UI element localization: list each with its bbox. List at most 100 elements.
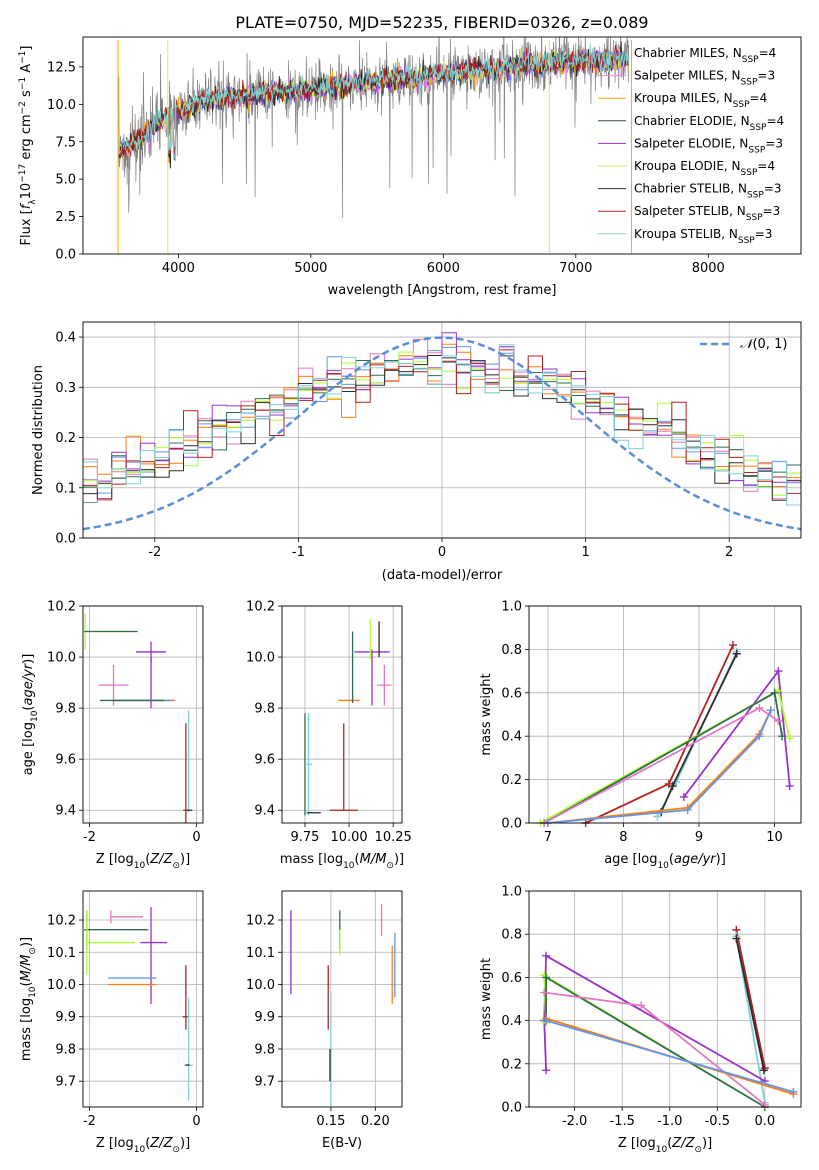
x-tick-label: 0 [192,1114,200,1129]
label-part: Kroupa ELODIE, N [634,159,741,173]
weight-marker [760,1100,769,1109]
weight-marker [774,717,783,726]
weight-marker [540,988,549,997]
y-tick-label: 0.2 [55,431,76,446]
y-tick-label: 0.4 [501,1014,522,1029]
y-axis-label: mass weight [479,958,494,1040]
label-part: =3 [765,136,783,150]
legend-label: Salpeter MILES, NSSP=3 [634,69,775,88]
y-tick-label: 9.7 [55,1075,76,1090]
weight-marker [755,703,764,712]
y-tick-label: 7.5 [55,135,76,150]
y-tick-label: 0.8 [501,928,522,943]
residual-histogram [83,344,801,506]
label-part: 10 [656,1145,668,1155]
label-part: E(B-V) [322,1136,362,1151]
label-part: )] [21,654,36,664]
label-part: Kroupa STELIB, N [634,227,738,241]
weight-marker [542,951,551,960]
weight-marker [785,782,794,791]
x-tick-label: -1.5 [610,1114,635,1129]
y-tick-label: 9.6 [254,753,275,768]
label-part: ⊙ [694,1145,702,1155]
y-tick-label: 9.8 [55,702,76,717]
y-tick-label: 9.8 [254,702,275,717]
y-axis-label: mass weight [479,673,494,755]
label-part: Chabrier MILES, N [634,46,742,60]
label-part: Salpeter ELODIE, N [634,136,748,150]
x-axis-label: age [log10(age/yr)] [604,852,726,871]
label-part: ( [145,852,150,867]
x-tick-label: 10 [766,830,783,845]
x-tick-label: 0.0 [755,1114,776,1129]
y-tick-label: 9.4 [254,804,275,819]
y-tick-label: 10.0 [246,651,275,666]
y-tick-label: 10.2 [246,600,275,615]
label-part: ] [19,46,34,51]
weight-marker [774,667,783,676]
y-tick-label: 0.8 [501,643,522,658]
label-part: SSP [746,213,763,223]
legend-label: Kroupa ELODIE, NSSP=4 [634,159,775,178]
x-tick-label: -2 [83,830,96,845]
label-part: erg cm [19,114,34,163]
legend-label: Chabrier ELODIE, NSSP=4 [634,114,784,133]
label-part: =4 [757,159,775,173]
x-tick-label: 0.20 [361,1114,390,1129]
y-tick-label: 10.2 [47,914,76,929]
label-part: ⊙ [386,861,394,871]
x-tick-label: -0.5 [705,1114,730,1129]
weight-marker [653,812,662,821]
label-part: M/M [360,852,387,867]
panel-residuals: -2 -1 0 1 2 0.0 0.1 0.2 0.3 0.4 𝒩(0, 1) (data-model… [31,321,802,583]
legend-label: Chabrier STELIB, NSSP=3 [634,182,782,201]
x-tick-label: 0 [438,545,446,560]
label-part: Salpeter STELIB, N [634,204,746,218]
weight-marker [789,1087,798,1096]
y-tick-label: 1.0 [501,885,522,900]
label-part: )] [180,852,190,867]
weight-marker [679,792,688,801]
x-axis-label: wavelength [Angstrom, rest frame] [328,283,557,298]
label-part: ( [355,852,360,867]
y-tick-label: 5.0 [55,173,76,188]
y-tick-label: 9.8 [55,1042,76,1057]
panel-spectrum: 4000 5000 6000 7000 8000 0.0 2.5 5.0 7.5 10.0 12.5… [18,36,802,298]
y-tick-label: 9.9 [254,1010,275,1025]
y-tick-label: 10.2 [246,914,275,929]
weight-marker [683,805,692,814]
legend: Chabrier MILES, N SSP =4 Salpeter MILES, NS… [598,46,784,246]
x-tick-label: 4000 [162,261,195,276]
weight-marker [542,1066,551,1075]
y-tick-label: 0.4 [501,730,522,745]
label-part: ( [667,1136,672,1151]
weight-marker [759,1066,768,1075]
label-part: Flux [ [19,209,34,245]
weight-marker [542,1016,551,1025]
axes-frame [281,605,403,824]
weight-line [735,938,765,1071]
label-part: mass [log [19,998,34,1061]
y-axis-label: age [log10(age/yr)] [21,654,40,776]
label-part: )] [180,1136,190,1151]
axes-frame [82,36,802,255]
weight-marker [729,641,737,650]
panel-age_vs_mass: 9.75 10.00 10.25 9.4 9.6 9.8 10.0 10.2 mass [log… [246,600,412,872]
label-part: =3 [755,227,773,241]
label-part: age/yr [674,852,717,867]
x-tick-label: 1 [581,545,589,560]
label-part: Z/Z [671,1136,695,1151]
x-axis-label: Z [log10(Z/Z⊙)] [96,1136,190,1155]
axes-frame [82,321,802,539]
label-part: =4 [750,91,768,105]
y-tick-label: 9.4 [55,804,76,819]
label-part: 10 [134,1145,146,1155]
label-part: age [log [21,722,36,775]
weight-marker [668,782,677,791]
label-part: f [19,202,34,209]
y-tick-label: 0.3 [55,381,76,396]
weight-marker [785,734,794,743]
y-tick-label: 10.2 [47,600,76,615]
label-part: Chabrier ELODIE, N [634,114,750,128]
